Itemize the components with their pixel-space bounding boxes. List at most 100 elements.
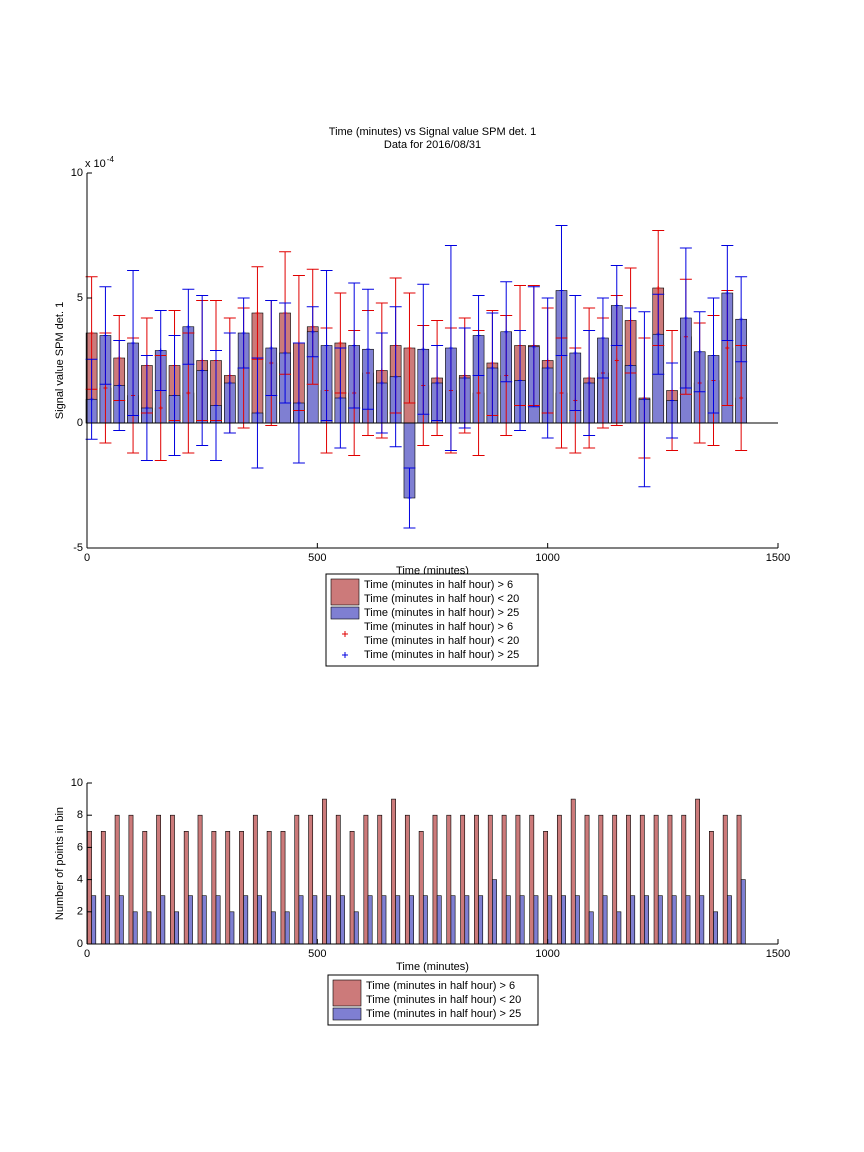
x-axis-label: Time (minutes) bbox=[396, 961, 469, 973]
bar bbox=[294, 814, 300, 945]
error-bar bbox=[652, 293, 665, 375]
y-tick-label: 8 bbox=[77, 809, 83, 821]
bar bbox=[270, 911, 276, 945]
legend-label: Time (minutes in half hour) > 6 bbox=[364, 579, 513, 591]
bar bbox=[529, 814, 535, 945]
legend-label: Time (minutes in half hour) > 25 bbox=[364, 607, 519, 619]
bar bbox=[326, 895, 332, 945]
bar bbox=[229, 911, 235, 945]
x-tick-label: 500 bbox=[308, 552, 326, 564]
bar bbox=[100, 830, 106, 945]
legend-box bbox=[327, 974, 539, 1026]
bar bbox=[367, 895, 373, 945]
error-bar bbox=[458, 327, 471, 429]
legend-label: Time (minutes in half hour) > 6 bbox=[364, 621, 513, 633]
bar bbox=[322, 798, 327, 945]
error-bar bbox=[127, 270, 140, 416]
error-bar bbox=[403, 467, 416, 529]
bar bbox=[105, 895, 110, 945]
legend-swatch bbox=[332, 1007, 362, 1021]
error-bar bbox=[154, 310, 167, 391]
error-bar bbox=[610, 265, 623, 346]
error-bar bbox=[569, 295, 582, 411]
bar bbox=[183, 830, 189, 945]
bar bbox=[639, 814, 645, 945]
x-tick-label: 500 bbox=[308, 948, 326, 960]
bar bbox=[243, 895, 249, 945]
legend-label: Time (minutes in half hour) < 20 bbox=[364, 635, 519, 647]
bar bbox=[616, 911, 622, 945]
legend-label: Time (minutes in half hour) < 20 bbox=[364, 593, 519, 605]
bar bbox=[487, 814, 493, 945]
x-tick-label: 1500 bbox=[766, 552, 790, 564]
bar bbox=[657, 895, 663, 945]
error-bar bbox=[707, 297, 720, 414]
bar bbox=[349, 830, 355, 945]
error-bar bbox=[500, 281, 513, 383]
error-bar bbox=[279, 302, 292, 404]
bar bbox=[128, 814, 134, 945]
bar bbox=[450, 895, 456, 945]
bar bbox=[418, 830, 424, 945]
y-tick-label: 5 bbox=[77, 292, 83, 304]
bar bbox=[257, 895, 262, 945]
chart-subtitle: Data for 2016/08/31 bbox=[384, 139, 481, 151]
bar bbox=[505, 895, 511, 945]
error-bar bbox=[638, 311, 651, 488]
legend-box bbox=[325, 573, 539, 667]
bar bbox=[575, 895, 580, 945]
bar bbox=[598, 814, 604, 945]
error-bar bbox=[472, 295, 485, 376]
bar bbox=[464, 895, 470, 945]
error-bar bbox=[541, 297, 554, 439]
bar bbox=[197, 814, 203, 945]
bar bbox=[460, 814, 466, 945]
legend-label: Time (minutes in half hour) > 25 bbox=[364, 649, 519, 661]
bar bbox=[312, 895, 318, 945]
legend-label: Time (minutes in half hour) > 6 bbox=[366, 980, 515, 992]
error-bar bbox=[417, 283, 430, 415]
bar bbox=[170, 814, 175, 945]
bar bbox=[404, 814, 410, 945]
bar bbox=[681, 814, 687, 945]
bar bbox=[533, 895, 539, 945]
bar bbox=[298, 895, 304, 945]
error-bar bbox=[265, 300, 278, 396]
error-bar bbox=[320, 270, 333, 421]
bar bbox=[432, 814, 438, 945]
bar bbox=[132, 911, 138, 945]
legend-swatch bbox=[330, 606, 360, 620]
bar bbox=[736, 814, 742, 945]
error-bar bbox=[306, 306, 319, 358]
bar bbox=[602, 895, 608, 945]
bar bbox=[266, 830, 272, 945]
bar bbox=[584, 814, 590, 945]
bar bbox=[671, 895, 677, 945]
error-bar bbox=[99, 286, 112, 385]
error-bar bbox=[168, 335, 181, 456]
error-bar bbox=[596, 297, 609, 379]
bar bbox=[695, 798, 700, 945]
y-tick-label: -5 bbox=[73, 542, 83, 554]
bar bbox=[515, 814, 521, 945]
bar bbox=[156, 814, 162, 945]
bar bbox=[118, 895, 124, 945]
bar bbox=[556, 814, 562, 945]
y-exponent: -4 bbox=[107, 155, 115, 164]
legend-swatch bbox=[330, 578, 360, 606]
bar bbox=[543, 830, 548, 945]
bar bbox=[211, 830, 217, 945]
y-multiplier: x 10 bbox=[85, 158, 106, 170]
bar bbox=[284, 911, 290, 945]
bar bbox=[91, 895, 97, 945]
bar bbox=[474, 814, 479, 945]
x-tick-label: 1000 bbox=[535, 552, 559, 564]
error-bar bbox=[527, 286, 540, 408]
bar bbox=[519, 895, 525, 945]
y-tick-label: 6 bbox=[77, 841, 83, 853]
error-bar bbox=[693, 311, 706, 393]
bar bbox=[501, 814, 507, 945]
bar bbox=[713, 911, 719, 945]
bar bbox=[630, 895, 636, 945]
